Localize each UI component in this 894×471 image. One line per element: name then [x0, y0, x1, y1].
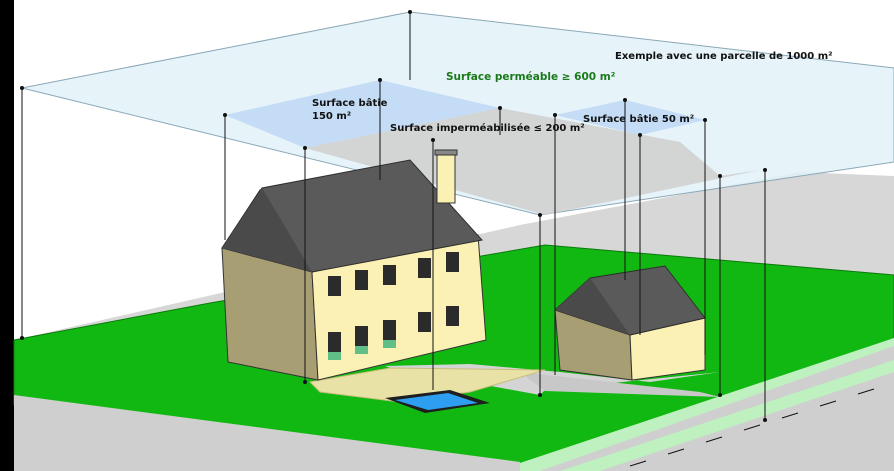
- house-built-area-label-line1: Surface bâtie: [312, 97, 388, 109]
- sidewalk-strip: [14, 395, 520, 471]
- terrace-paving: [308, 367, 546, 403]
- road-dashed-line: [629, 388, 875, 467]
- annex-built-area-label: Surface bâtie 50 m²: [583, 113, 694, 125]
- road-green-verge: [560, 360, 894, 471]
- pool-water: [395, 393, 478, 410]
- main-house: [221, 149, 487, 381]
- permeable-surface-label: Surface perméable ≥ 600 m²: [446, 71, 616, 83]
- annex-driveway: [520, 372, 720, 397]
- house-built-zone: [225, 80, 500, 148]
- road-green-edge: [520, 338, 894, 471]
- left-border-bar: [0, 0, 14, 471]
- impermeable-zone: [305, 108, 760, 215]
- impermeable-surface-label: Surface imperméabilisée ≤ 200 m²: [390, 122, 585, 134]
- annex-building: [554, 265, 706, 381]
- projection-lines: [21, 12, 766, 420]
- example-caption: Exemple avec une parcelle de 1000 m²: [615, 51, 833, 62]
- house-built-area-label-line2: 150 m²: [312, 111, 351, 122]
- projection-dots: [20, 10, 767, 422]
- annex-built-zone: [555, 100, 705, 135]
